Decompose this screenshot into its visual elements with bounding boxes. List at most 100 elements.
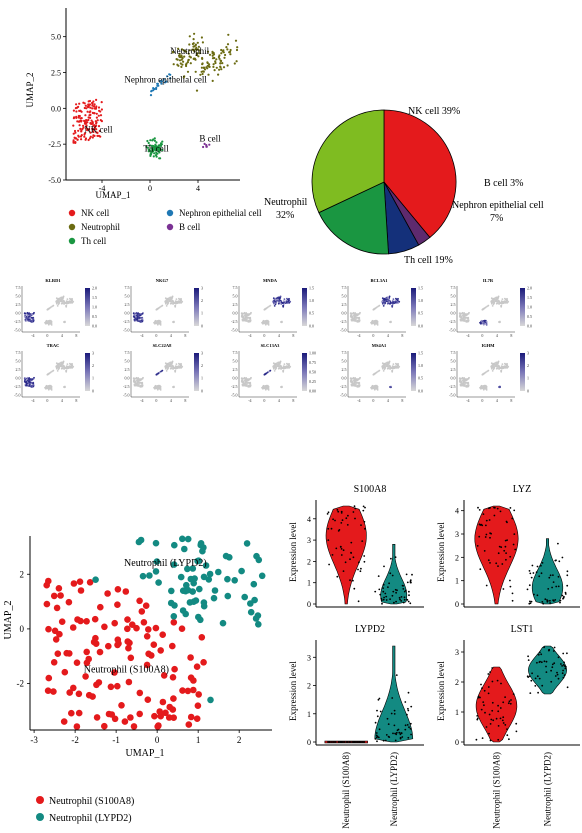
feature-point — [283, 363, 286, 365]
umap-neutrophil-point — [75, 709, 83, 717]
umap-main-point — [213, 69, 216, 72]
umap-neutrophil-point — [184, 687, 192, 695]
violin-point — [363, 555, 366, 557]
umap-neutrophil-point — [189, 588, 196, 595]
violin-point — [406, 598, 409, 601]
violin-point — [547, 588, 550, 590]
umap-neutrophil-point — [238, 567, 245, 575]
violin-point — [510, 699, 512, 701]
violin-point — [548, 648, 551, 651]
feature-point — [502, 300, 505, 303]
feature-point — [372, 322, 375, 324]
violin-point — [563, 674, 566, 677]
umap-main-point — [87, 100, 90, 103]
umap-main-point — [159, 144, 163, 147]
violin-point — [394, 739, 397, 742]
violin-point — [398, 731, 401, 734]
feature-colorbar-label: 1.5 — [92, 295, 97, 300]
umap-neutrophil-point — [195, 691, 202, 698]
violin-point — [342, 570, 345, 572]
feature-xtick-label: 8 — [184, 398, 186, 403]
feature-point — [482, 388, 485, 391]
feature-point — [494, 362, 496, 364]
feature-point — [59, 300, 62, 303]
violin-category-label: Neutrophil (S100A8) — [341, 752, 351, 829]
violin-point — [485, 519, 488, 522]
feature-point — [279, 366, 282, 368]
umap-neutrophil-point — [170, 619, 178, 626]
umap-main-cluster-label: B cell — [199, 133, 221, 143]
violin-point — [405, 573, 408, 576]
violin-gene-title: S100A8 — [354, 484, 387, 495]
umap-neutrophil-point — [170, 695, 177, 702]
violin-point — [548, 576, 551, 579]
violin-point — [354, 517, 356, 520]
feature-colorbar-label: 1.0 — [527, 304, 532, 309]
umap-neutrophil-point — [121, 718, 129, 725]
feature-point — [171, 295, 174, 298]
umap-neutrophil-point — [254, 621, 262, 628]
violin-point — [558, 560, 561, 563]
umap-main-point — [199, 73, 202, 76]
feature-xtick-label: 8 — [292, 398, 294, 403]
feature-point — [71, 362, 73, 365]
violin-point — [364, 506, 366, 509]
violin-point — [538, 575, 541, 578]
feature-point — [391, 305, 393, 307]
umap-main-point — [220, 68, 223, 71]
feature-colorbar-label: 3 — [92, 350, 94, 355]
umap-main-ytick-label: -2.5 — [48, 140, 61, 149]
feature-point — [465, 320, 468, 322]
feature-point — [136, 317, 139, 320]
umap-neutrophil-axes: -3 -2 -1 0 1 220-2 — [17, 536, 272, 745]
umap-neutrophil-point — [146, 572, 153, 579]
umap-main-point — [178, 55, 181, 58]
violin-point — [399, 598, 401, 601]
umap-main-point — [197, 45, 200, 48]
feature-ytick-label: -2.5 — [340, 319, 346, 324]
umap-neutrophil-point — [76, 578, 84, 585]
feature-point — [45, 384, 48, 387]
feature-colorbar-label: 1 — [527, 376, 529, 381]
violin-point — [497, 725, 500, 727]
violin-point — [378, 588, 381, 591]
violin-point — [513, 533, 516, 535]
umap-main-point — [152, 87, 155, 90]
violin-point — [482, 701, 485, 703]
feature-point — [395, 362, 397, 365]
violin-point — [404, 701, 407, 703]
feature-point — [287, 364, 290, 367]
violin-point — [360, 741, 363, 743]
violin-point — [391, 574, 394, 577]
violin-point — [549, 574, 552, 577]
umap-main-point — [211, 79, 214, 82]
violin-point — [387, 586, 389, 588]
feature-plot-grid: KLRD1-4 0 4 87.55.02.50.0-2.5-5.02.01.51.00… — [14, 278, 532, 403]
violin-point — [395, 731, 398, 734]
umap-main-point — [80, 117, 83, 120]
umap-main-point — [205, 144, 208, 147]
feature-point — [65, 302, 67, 305]
umap-main-point — [76, 138, 79, 141]
feature-ytick-label: 7.5 — [16, 285, 21, 290]
violin-point — [380, 599, 383, 602]
umap-neutrophil-point — [93, 714, 101, 721]
violin-point — [513, 509, 516, 512]
violin-point — [354, 507, 357, 510]
umap-neutrophil-point — [179, 607, 187, 614]
umap-main-point — [217, 55, 220, 59]
violin-ytick-label: 4 — [455, 507, 459, 516]
umap-main-point — [192, 45, 195, 48]
legend-swatch — [68, 209, 76, 217]
umap-main-point — [220, 52, 223, 55]
feature-gene-label: TRAC — [47, 343, 60, 348]
umap-neutrophil-point — [159, 631, 166, 638]
umap-main-point — [160, 82, 163, 85]
umap-main-point — [200, 36, 203, 39]
feature-point — [141, 382, 144, 385]
umap-neutrophil-xtick-label: -2 — [71, 735, 79, 745]
feature-point — [490, 362, 493, 365]
violin-point — [563, 665, 566, 667]
violin-point — [485, 584, 488, 587]
